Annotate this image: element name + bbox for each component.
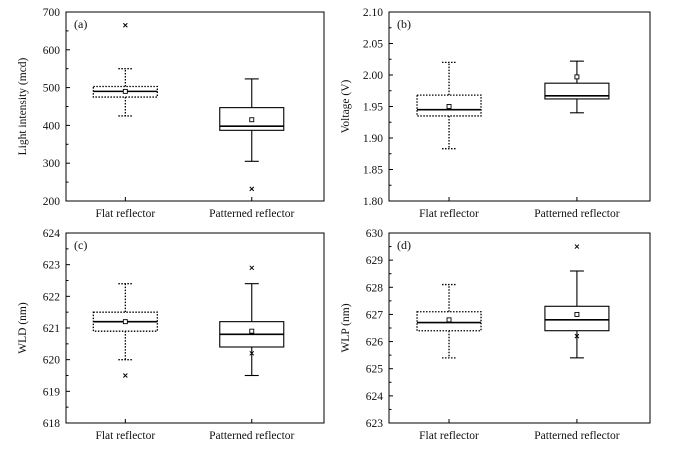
outlier-marker bbox=[249, 186, 255, 192]
box-flat-reflector bbox=[92, 283, 158, 378]
y-axis-label: WLP (nm) bbox=[340, 303, 352, 352]
box-flat-reflector bbox=[92, 22, 158, 117]
y-tick-label: 623 bbox=[43, 260, 61, 272]
outlier-marker bbox=[122, 22, 128, 28]
y-tick-label: 622 bbox=[43, 291, 61, 303]
outlier-marker bbox=[249, 265, 255, 271]
box-patterned-reflector bbox=[544, 60, 610, 114]
plot-frame bbox=[65, 11, 325, 202]
y-tick-label: 400 bbox=[43, 120, 61, 132]
mean-marker bbox=[446, 317, 452, 323]
mean-marker bbox=[249, 117, 255, 123]
mean-marker bbox=[122, 88, 128, 94]
y-axis-label: Light intensity (mcd) bbox=[17, 57, 29, 155]
y-tick-label: 1.90 bbox=[363, 133, 383, 145]
panel-a: 200 300 400 500 600 700 Flat reflector Patterne… bbox=[17, 7, 325, 220]
y-tick-label: 500 bbox=[43, 83, 61, 95]
y-tick-label: 621 bbox=[43, 323, 61, 335]
y-tick-label: 2.00 bbox=[363, 70, 383, 82]
y-tick-label: 627 bbox=[366, 309, 384, 321]
mean-marker bbox=[574, 311, 580, 317]
y-tick-label: 1.95 bbox=[363, 102, 383, 114]
y-tick-label: 618 bbox=[43, 418, 61, 430]
panel-label: (c) bbox=[74, 238, 87, 252]
x-tick-label: Flat reflector bbox=[419, 208, 479, 220]
y-tick-label: 200 bbox=[43, 196, 61, 208]
x-tick-label: Flat reflector bbox=[95, 430, 155, 442]
mean-marker bbox=[122, 319, 128, 325]
box-flat-reflector bbox=[416, 61, 482, 150]
x-tick-label: Flat reflector bbox=[419, 430, 479, 442]
y-tick-label: 624 bbox=[43, 228, 61, 240]
box-patterned-reflector bbox=[544, 244, 610, 359]
x-tick-label: Patterned reflector bbox=[209, 208, 294, 220]
y-tick-label: 625 bbox=[366, 364, 384, 376]
iqr-box bbox=[544, 305, 610, 332]
x-tick-label: Patterned reflector bbox=[534, 208, 619, 220]
panel-b: 1.80 1.85 1.90 1.95 2.00 2.05 2.10 Flat reflect… bbox=[340, 7, 651, 220]
y-tick-label: 629 bbox=[366, 255, 384, 267]
panel-label: (a) bbox=[74, 17, 87, 31]
box-flat-reflector bbox=[416, 283, 482, 359]
y-tick-label: 1.80 bbox=[363, 196, 383, 208]
y-tick-label: 600 bbox=[43, 45, 61, 57]
y-tick-label: 624 bbox=[366, 391, 384, 403]
x-tick-label: Patterned reflector bbox=[209, 430, 294, 442]
y-tick-label: 300 bbox=[43, 158, 61, 170]
y-tick-label: 623 bbox=[366, 418, 384, 430]
outlier-marker bbox=[122, 373, 128, 378]
box-patterned-reflector bbox=[219, 265, 285, 377]
mean-marker bbox=[249, 328, 255, 334]
panel-c: 618 619 620 621 622 623 624 Flat reflector Patte… bbox=[17, 228, 325, 442]
y-axis-label: Voltage (V) bbox=[340, 79, 352, 133]
panel-label: (d) bbox=[397, 238, 411, 252]
y-axis-label: WLD (nm) bbox=[17, 302, 29, 354]
mean-marker bbox=[574, 74, 580, 80]
outlier-marker bbox=[574, 244, 580, 249]
y-tick-label: 626 bbox=[366, 337, 384, 349]
y-tick-label: 620 bbox=[43, 355, 61, 367]
box-patterned-reflector bbox=[219, 78, 285, 192]
y-tick-label: 2.05 bbox=[363, 39, 383, 51]
outlier-marker bbox=[249, 350, 255, 356]
mean-marker bbox=[446, 104, 452, 109]
x-tick-label: Flat reflector bbox=[95, 208, 155, 220]
x-tick-label: Patterned reflector bbox=[534, 430, 619, 442]
y-tick-label: 628 bbox=[366, 282, 384, 294]
y-tick-label: 630 bbox=[366, 228, 384, 240]
panel-label: (b) bbox=[397, 17, 411, 31]
y-tick-label: 700 bbox=[43, 7, 61, 19]
y-tick-label: 1.85 bbox=[363, 165, 383, 177]
panel-d: 623 624 625 626 627 628 629 630 Flat reflector Pa… bbox=[340, 228, 651, 442]
outlier-marker bbox=[574, 333, 580, 339]
y-tick-label: 2.10 bbox=[363, 7, 383, 19]
y-tick-label: 619 bbox=[43, 386, 61, 398]
